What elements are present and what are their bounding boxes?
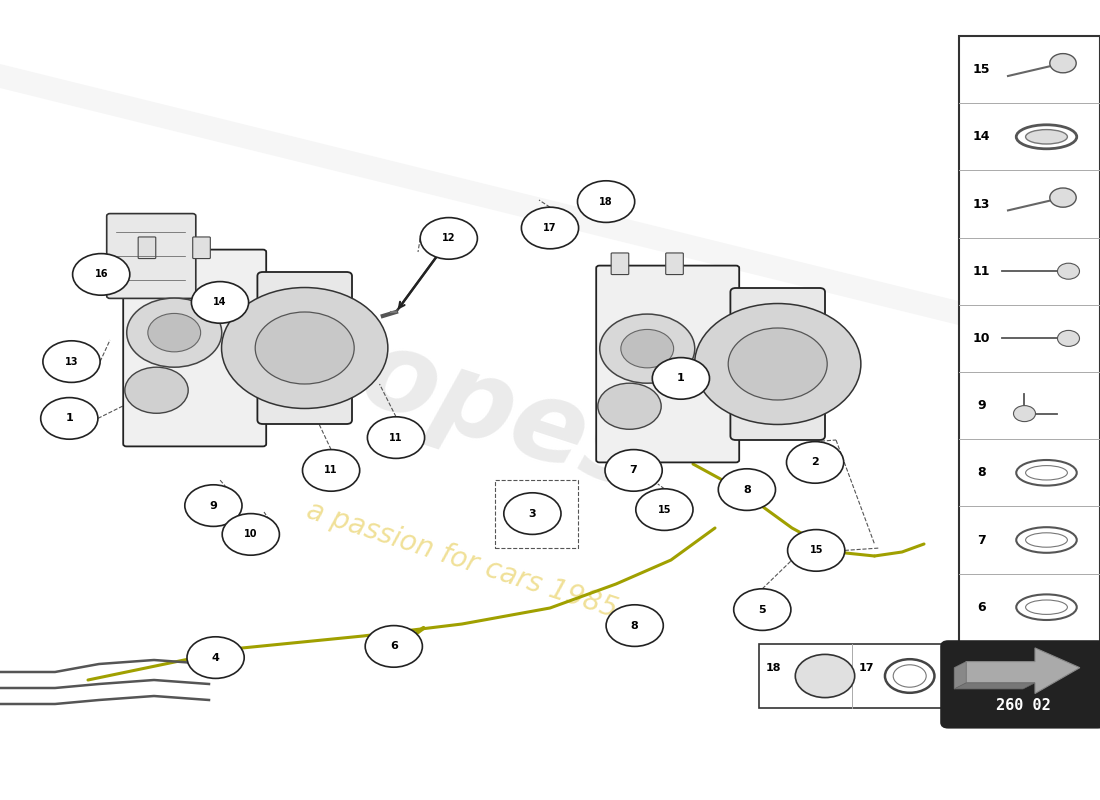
Text: 6: 6 [977,601,986,614]
Bar [959,36,1100,708]
FancyBboxPatch shape [257,272,352,424]
FancyBboxPatch shape [107,214,196,298]
Bar [759,644,946,708]
Text: 7: 7 [629,466,638,475]
Text: 15: 15 [810,546,823,555]
FancyBboxPatch shape [139,237,156,258]
Text: 260 02: 260 02 [996,698,1050,713]
FancyBboxPatch shape [730,288,825,440]
Text: 12: 12 [442,234,455,243]
FancyBboxPatch shape [666,253,683,274]
Circle shape [221,287,388,409]
Circle shape [1057,263,1079,279]
Circle shape [302,450,360,491]
Circle shape [1013,406,1035,422]
Circle shape [795,654,855,698]
Polygon shape [954,662,966,689]
Text: 15: 15 [972,63,990,76]
Circle shape [578,181,635,222]
Text: 11: 11 [972,265,990,278]
Circle shape [718,469,776,510]
Text: 8: 8 [742,485,751,494]
Circle shape [222,514,279,555]
Circle shape [597,383,661,430]
Text: 5: 5 [977,668,986,681]
Text: 18: 18 [766,663,781,674]
Text: 11: 11 [324,466,338,475]
Text: 1: 1 [676,374,685,383]
Circle shape [255,312,354,384]
Circle shape [124,367,188,414]
Circle shape [521,207,579,249]
Circle shape [43,341,100,382]
Text: 9: 9 [209,501,218,510]
Text: 11: 11 [389,433,403,442]
Circle shape [1049,658,1076,678]
PathPatch shape [0,64,1100,360]
Polygon shape [954,683,1035,689]
FancyBboxPatch shape [612,253,629,274]
Text: 16: 16 [95,270,108,279]
FancyBboxPatch shape [192,237,210,258]
FancyBboxPatch shape [596,266,739,462]
Circle shape [191,282,249,323]
Circle shape [187,637,244,678]
Text: 17: 17 [859,663,874,674]
Circle shape [734,589,791,630]
Circle shape [606,605,663,646]
Circle shape [420,218,477,259]
Text: a passion for cars 1985: a passion for cars 1985 [302,497,622,623]
Text: 2: 2 [811,458,819,467]
Circle shape [504,493,561,534]
Circle shape [600,314,695,383]
Circle shape [1057,330,1079,346]
Ellipse shape [1025,130,1067,144]
Circle shape [620,330,673,368]
Circle shape [694,303,861,425]
Circle shape [185,485,242,526]
Text: 13: 13 [65,357,78,366]
Text: 7: 7 [977,534,986,546]
Text: 4: 4 [211,653,220,662]
Text: 17: 17 [543,223,557,233]
Text: 13: 13 [972,198,990,210]
Text: 8: 8 [630,621,639,630]
Circle shape [147,314,200,352]
Text: 18: 18 [600,197,613,206]
Circle shape [788,530,845,571]
Circle shape [786,442,844,483]
Text: 14: 14 [972,130,990,143]
Text: 10: 10 [972,332,990,345]
Text: 14: 14 [213,298,227,307]
Circle shape [605,450,662,491]
Circle shape [365,626,422,667]
Text: 3: 3 [529,509,536,518]
Circle shape [126,298,222,367]
Text: 10: 10 [244,530,257,539]
Circle shape [652,358,710,399]
Text: 15: 15 [658,505,671,514]
Circle shape [1049,188,1076,207]
Circle shape [41,398,98,439]
FancyBboxPatch shape [942,642,1100,727]
Text: 1: 1 [65,414,74,423]
Bar [495,480,578,548]
Circle shape [636,489,693,530]
Circle shape [367,417,425,458]
Text: 6: 6 [389,642,398,651]
Circle shape [1049,54,1076,73]
Text: europes: europes [150,255,664,513]
Circle shape [73,254,130,295]
Text: 9: 9 [977,399,986,412]
Text: 5: 5 [759,605,766,614]
Polygon shape [966,648,1080,694]
Text: 8: 8 [977,466,986,479]
FancyBboxPatch shape [123,250,266,446]
Circle shape [728,328,827,400]
